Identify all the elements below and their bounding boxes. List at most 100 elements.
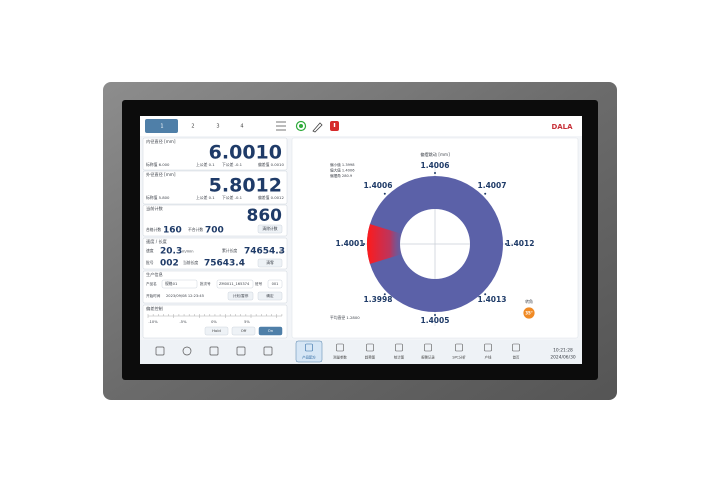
measure-value: 6.0010: [209, 142, 282, 164]
shift-value[interactable]: 001: [272, 282, 279, 286]
lot-label: 批次号: [200, 281, 211, 286]
speed-value: 20.3: [160, 247, 182, 257]
nav-label[interactable]: 首页: [513, 355, 520, 360]
lot-input[interactable]: [216, 279, 254, 289]
nominal: 标称值 6.000: [146, 162, 170, 167]
reading-dot: [484, 293, 487, 296]
top-bar: [140, 116, 582, 136]
angle-value[interactable]: 35°: [525, 311, 533, 316]
nav-icon[interactable]: [263, 346, 273, 356]
nav-icon[interactable]: [155, 346, 165, 356]
nav-icon[interactable]: [236, 346, 246, 356]
panel-title: 当前计数: [146, 205, 164, 212]
clock-date: 2024/06/30: [550, 355, 576, 361]
tab[interactable]: 1: [160, 124, 163, 130]
clear-button-label[interactable]: 清除计数: [262, 226, 277, 231]
alarm-mark: [333, 123, 336, 127]
confirm-button-label[interactable]: 确定: [266, 293, 274, 298]
total-value: 74654.3: [244, 247, 285, 257]
mode-button[interactable]: [231, 326, 256, 336]
pause-button[interactable]: [227, 291, 254, 301]
upper-tol: 上公差 0.1: [196, 162, 215, 167]
runout-ring: [367, 176, 503, 312]
tab[interactable]: 2: [191, 124, 194, 130]
nav-label[interactable]: 统计图: [394, 355, 405, 360]
mode-button-label[interactable]: Hold: [212, 328, 221, 333]
nominal: 标称值 5.800: [146, 195, 170, 200]
scale-label: 5%: [244, 320, 250, 324]
lot-value[interactable]: ZM0011_165374: [219, 282, 250, 286]
shift-label: 班号: [255, 281, 263, 286]
product-select[interactable]: [161, 279, 198, 289]
mode-button-label[interactable]: Off: [241, 328, 247, 333]
tab[interactable]: 3: [216, 124, 219, 130]
panel-title: 内径直径 [mm]: [146, 138, 176, 145]
info-panel: [142, 237, 288, 270]
nav-label[interactable]: 产品配方: [302, 355, 316, 360]
batch-value: 002: [160, 259, 179, 269]
nav-icon[interactable]: [424, 343, 432, 352]
active-tab[interactable]: [145, 119, 178, 133]
nav-icon[interactable]: [209, 346, 219, 356]
nav-icon[interactable]: [336, 343, 344, 352]
panel-title: 外径直径 [mm]: [146, 171, 176, 178]
reading-label: 1.4006: [421, 161, 450, 170]
panel-title: 生产信息: [146, 271, 163, 278]
info-panel: [142, 170, 288, 205]
nav-label[interactable]: 测量参数: [333, 355, 347, 360]
nav-icon[interactable]: [366, 343, 374, 352]
mode-button[interactable]: [204, 326, 229, 336]
scale-label: 0%: [211, 320, 217, 324]
reset-button[interactable]: [257, 258, 283, 268]
panel-title: 速度 / 长度: [146, 238, 168, 245]
deviation: 偏差值 0.0010: [258, 162, 284, 167]
nav-icon[interactable]: [182, 346, 192, 356]
pause-button-label[interactable]: 计划/暂停: [233, 293, 249, 298]
nav-icon[interactable]: [395, 343, 403, 352]
measure-value: 5.8012: [209, 175, 282, 197]
nav-icon[interactable]: [484, 343, 492, 352]
nav-icon[interactable]: [305, 343, 313, 352]
active-nav[interactable]: [295, 340, 323, 363]
reading-label: 1.4012: [506, 239, 535, 248]
nav-label[interactable]: 报警记录: [421, 355, 435, 360]
start-value: 2023/09/08 12:23:45: [166, 294, 204, 298]
settings-icon[interactable]: [276, 121, 286, 131]
current-label: 当前长度: [183, 260, 198, 265]
edit-icon[interactable]: [312, 122, 323, 133]
reset-button-label[interactable]: 清零: [266, 260, 274, 265]
nav-label[interactable]: 产线: [485, 355, 492, 360]
status-ok-dot: [299, 124, 303, 128]
scale-label: -10%: [148, 320, 158, 324]
reading-label: 1.4007: [478, 181, 507, 190]
scale-label: -5%: [180, 320, 188, 324]
nav-label[interactable]: 趋势图: [365, 355, 376, 360]
total-label: 累计长度: [222, 248, 237, 253]
reading-dot: [434, 314, 436, 316]
nav-icon[interactable]: [512, 343, 520, 352]
nav-label[interactable]: SPC分析: [452, 355, 466, 360]
reading-dot: [434, 172, 436, 174]
reading-label: 1.4006: [364, 181, 393, 190]
info-panel: [142, 137, 288, 171]
total-unit: m: [279, 250, 283, 254]
angle-button[interactable]: [522, 306, 536, 320]
reading-label: 1.4013: [478, 295, 507, 304]
upper-tol: 上公差 0.1: [196, 195, 215, 200]
shift-input[interactable]: [267, 279, 283, 289]
mode-button[interactable]: [258, 326, 283, 336]
nav-icon[interactable]: [455, 343, 463, 352]
reading-dot: [505, 243, 507, 245]
panel-title: 偏差控制: [146, 305, 163, 312]
confirm-button[interactable]: [257, 291, 283, 301]
mode-button-label[interactable]: On: [268, 328, 274, 333]
clear-button[interactable]: [257, 224, 283, 234]
product-value[interactable]: 规格01: [165, 281, 178, 286]
tab[interactable]: 4: [240, 124, 243, 130]
average-diameter: 平均直径 1.2800: [330, 315, 360, 320]
status-ok-icon[interactable]: [295, 120, 307, 132]
clock-time: 10:21:28: [553, 348, 573, 354]
reading-dot: [484, 192, 487, 195]
angle-label: 转角: [525, 299, 533, 304]
